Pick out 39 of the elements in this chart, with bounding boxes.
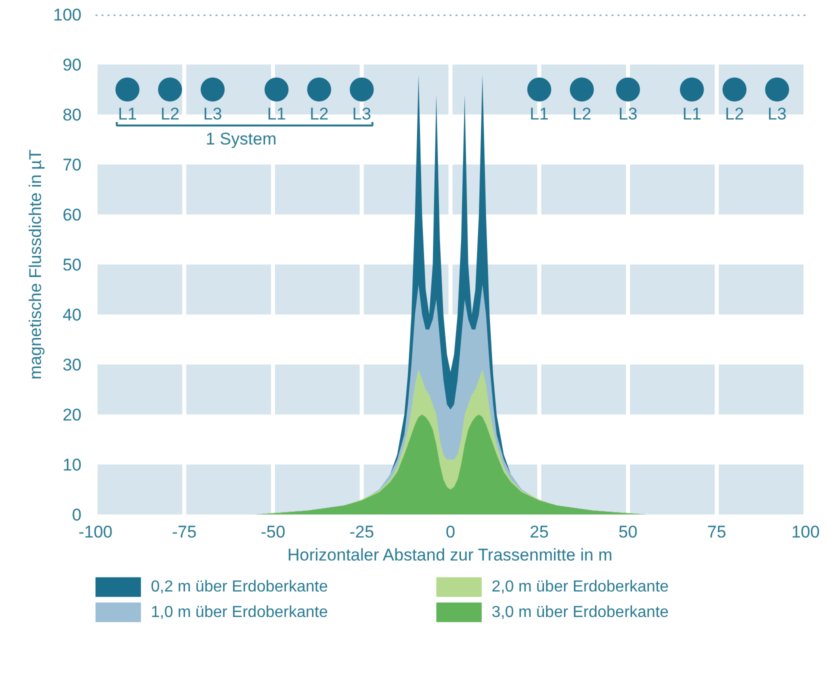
annotation: L3	[352, 104, 372, 124]
y-tick-label: 20	[62, 406, 82, 424]
y-tick-label: 80	[62, 106, 82, 124]
y-tick-label: 40	[62, 306, 82, 324]
y-tick-label: 10	[62, 456, 82, 474]
x-tick-label: 50	[618, 522, 638, 542]
legend-label: 1,0 m über Erdoberkante	[150, 604, 328, 621]
annotation: L2	[725, 104, 744, 124]
y-axis-title: magnetische Flussdichte in µT	[26, 150, 46, 380]
x-axis-title: Horizontaler Abstand zur Trassenmitte in m	[287, 546, 612, 564]
y-tick-label: 0	[72, 506, 82, 524]
x-tick-label: -50	[260, 522, 286, 542]
y-tick-label: 50	[62, 256, 82, 274]
y-tick-label: 100	[53, 6, 82, 24]
y-tick-label: 70	[62, 156, 82, 174]
annotation: L1	[682, 104, 702, 124]
annotation: 1 System	[206, 130, 276, 148]
y-tick-label: 60	[62, 206, 82, 224]
annotation: L3	[768, 104, 787, 124]
annotation: L1	[267, 104, 286, 124]
annotation: L1	[118, 104, 137, 124]
annotation: L3	[618, 104, 638, 124]
x-tick-label: 0	[446, 522, 456, 542]
legend-label: 3,0 m über Erdoberkante	[492, 604, 669, 621]
x-tick-label: 75	[707, 522, 726, 542]
x-tick-label: 100	[791, 522, 820, 542]
annotation: L1	[530, 104, 549, 124]
x-tick-label: -100	[78, 522, 113, 542]
x-tick-label: -25	[349, 522, 374, 542]
y-tick-label: 30	[62, 356, 82, 374]
x-tick-label: -75	[172, 522, 197, 542]
annotation: L3	[203, 104, 222, 124]
annotation: L2	[572, 104, 592, 124]
annotation: L2	[310, 104, 329, 124]
legend-label: 2,0 m über Erdoberkante	[492, 578, 669, 596]
annotation: L2	[160, 104, 180, 124]
y-tick-label: 90	[62, 56, 82, 74]
x-tick-label: 25	[530, 522, 549, 542]
legend-label: 0,2 m über Erdoberkante	[150, 578, 328, 596]
